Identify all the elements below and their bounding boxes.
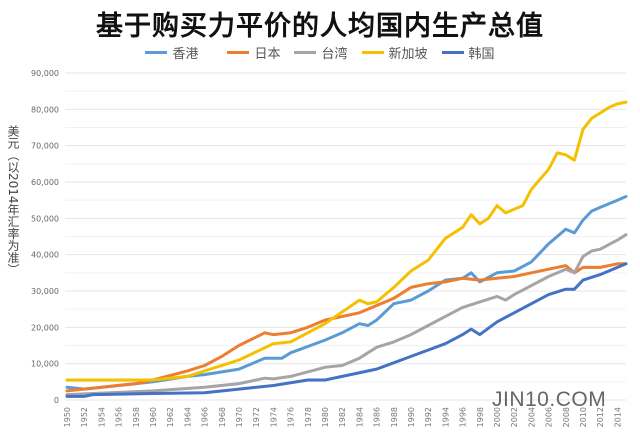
y-tick-label: 50,000 <box>31 214 59 223</box>
y-tick-label: 0 <box>54 396 59 405</box>
legend-label: 香港 <box>172 47 199 62</box>
x-tick-label: 1958 <box>132 407 141 427</box>
series-line-韩国 <box>65 262 628 398</box>
x-tick-label: 1954 <box>97 407 106 427</box>
x-tick-label: 2000 <box>493 407 502 427</box>
x-tick-label: 1998 <box>476 407 485 427</box>
x-tick-label: 1952 <box>80 407 89 427</box>
x-tick-label: 1964 <box>183 407 192 427</box>
y-tick-label: 90,000 <box>31 69 59 78</box>
x-tick-label: 1950 <box>63 407 72 427</box>
x-tick-label: 1970 <box>235 407 244 427</box>
x-tick-label: 1956 <box>115 407 124 427</box>
x-tick-label: 1994 <box>441 407 450 427</box>
legend-label: 台湾 <box>321 47 348 62</box>
x-tick-label: 1982 <box>338 407 347 427</box>
x-tick-label: 1966 <box>201 407 210 427</box>
y-tick-label: 40,000 <box>31 251 59 260</box>
x-tick-label: 1992 <box>424 407 433 427</box>
x-tick-label: 2008 <box>562 407 571 427</box>
x-tick-label: 2012 <box>596 407 605 427</box>
legend-swatch <box>441 51 464 54</box>
legend-label: 日本 <box>254 47 281 62</box>
x-tick-label: 1972 <box>252 407 261 427</box>
y-tick-label: 10,000 <box>31 360 59 369</box>
series-line-台湾 <box>65 233 628 397</box>
y-axis-label: 美元（以2014年汇率为准） <box>6 125 20 276</box>
legend-swatch <box>227 51 250 54</box>
legend-swatch <box>294 51 317 54</box>
x-tick-label: 1968 <box>218 407 227 427</box>
legend-swatch <box>145 51 168 54</box>
x-tick-label: 1962 <box>166 407 175 427</box>
legend-item: 台湾 <box>294 43 348 62</box>
watermark: JIN10.COM <box>492 388 607 411</box>
x-tick-label: 1974 <box>269 407 278 427</box>
y-tick-label: 20,000 <box>31 323 59 332</box>
x-tick-label: 2010 <box>579 407 588 427</box>
x-tick-label: 1986 <box>373 407 382 427</box>
legend-item: 韩国 <box>441 43 495 62</box>
x-tick-label: 1996 <box>459 407 468 427</box>
x-tick-label: 1990 <box>407 407 416 427</box>
x-tick-label: 1988 <box>390 407 399 427</box>
legend-item: 新加坡 <box>361 43 428 62</box>
legend-label: 新加坡 <box>388 47 428 62</box>
series-line-香港 <box>65 195 628 391</box>
series-line-新加坡 <box>65 100 628 382</box>
x-tick-label: 1978 <box>304 407 313 427</box>
x-tick-label: 2006 <box>545 407 554 427</box>
x-tick-label: 2002 <box>510 407 519 427</box>
x-tick-label: 1976 <box>287 407 296 427</box>
y-tick-label: 80,000 <box>31 105 59 114</box>
series-line-日本 <box>65 262 628 393</box>
legend-swatch <box>361 51 384 54</box>
legend-item: 日本 <box>227 43 280 62</box>
y-tick-label: 30,000 <box>31 287 59 296</box>
x-tick-label: 1960 <box>149 407 158 427</box>
y-tick-label: 60,000 <box>31 178 59 187</box>
legend-label: 韩国 <box>468 47 495 62</box>
legend: 香港 日本 台湾 新加坡 韩国 <box>0 43 640 62</box>
legend-item: 香港 <box>145 43 198 62</box>
y-tick-label: 70,000 <box>31 142 59 151</box>
x-tick-label: 2014 <box>613 407 622 427</box>
x-tick-label: 2004 <box>527 407 536 427</box>
x-tick-label: 1980 <box>321 407 330 427</box>
x-tick-label: 1984 <box>355 407 364 427</box>
chart-title: 基于购买力平价的人均国内生产总值 <box>96 11 544 42</box>
